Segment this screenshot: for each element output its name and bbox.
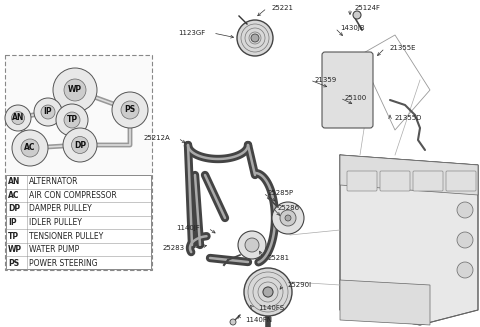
Circle shape bbox=[245, 238, 259, 252]
Text: TENSIONER PULLEY: TENSIONER PULLEY bbox=[29, 232, 103, 241]
Polygon shape bbox=[340, 155, 478, 325]
Text: 25221: 25221 bbox=[272, 5, 294, 11]
Circle shape bbox=[34, 98, 62, 126]
Text: 25283: 25283 bbox=[163, 245, 185, 251]
Circle shape bbox=[56, 104, 88, 136]
Circle shape bbox=[238, 231, 266, 259]
Bar bbox=[6, 175, 151, 269]
Text: TP: TP bbox=[8, 232, 19, 241]
Text: 1140FN: 1140FN bbox=[245, 317, 272, 323]
Circle shape bbox=[64, 112, 80, 128]
Circle shape bbox=[121, 101, 139, 119]
Circle shape bbox=[64, 79, 86, 101]
Circle shape bbox=[263, 287, 273, 297]
Circle shape bbox=[63, 128, 97, 162]
Circle shape bbox=[280, 210, 296, 226]
FancyBboxPatch shape bbox=[347, 171, 377, 191]
Circle shape bbox=[21, 139, 39, 157]
Circle shape bbox=[41, 105, 55, 119]
Circle shape bbox=[112, 92, 148, 128]
Text: 25285P: 25285P bbox=[268, 190, 294, 196]
Text: 25286: 25286 bbox=[278, 205, 300, 211]
Circle shape bbox=[457, 232, 473, 248]
Circle shape bbox=[12, 112, 24, 125]
Text: WATER PUMP: WATER PUMP bbox=[29, 245, 79, 254]
Circle shape bbox=[230, 319, 236, 325]
Polygon shape bbox=[340, 155, 478, 195]
Text: 1430JB: 1430JB bbox=[340, 25, 365, 31]
Circle shape bbox=[12, 130, 48, 166]
FancyBboxPatch shape bbox=[413, 171, 443, 191]
Circle shape bbox=[457, 262, 473, 278]
Circle shape bbox=[5, 105, 31, 131]
Circle shape bbox=[244, 268, 292, 316]
Circle shape bbox=[285, 215, 291, 221]
Text: 21355E: 21355E bbox=[390, 45, 417, 51]
FancyBboxPatch shape bbox=[322, 52, 373, 128]
Text: AN: AN bbox=[12, 113, 24, 123]
FancyBboxPatch shape bbox=[446, 171, 476, 191]
Text: WP: WP bbox=[68, 85, 82, 95]
Text: AIR CON COMPRESSOR: AIR CON COMPRESSOR bbox=[29, 191, 117, 200]
Text: IP: IP bbox=[44, 108, 52, 116]
Text: TP: TP bbox=[66, 115, 78, 125]
Bar bbox=[5, 55, 152, 270]
Text: IDLER PULLEY: IDLER PULLEY bbox=[29, 218, 82, 227]
Text: 25281: 25281 bbox=[268, 255, 290, 261]
Polygon shape bbox=[340, 280, 430, 325]
Text: 21359: 21359 bbox=[315, 77, 337, 83]
Text: PS: PS bbox=[124, 106, 135, 114]
FancyBboxPatch shape bbox=[380, 171, 410, 191]
Circle shape bbox=[251, 34, 259, 42]
Text: 1123GF: 1123GF bbox=[178, 30, 205, 36]
Text: 25100: 25100 bbox=[345, 95, 367, 101]
Text: IP: IP bbox=[8, 218, 17, 227]
Text: WP: WP bbox=[8, 245, 22, 254]
Circle shape bbox=[272, 202, 304, 234]
Text: POWER STEERING: POWER STEERING bbox=[29, 259, 97, 268]
Text: 25212A: 25212A bbox=[143, 135, 170, 141]
Text: AN: AN bbox=[8, 177, 20, 186]
Circle shape bbox=[353, 11, 361, 19]
Text: 25124F: 25124F bbox=[355, 5, 381, 11]
Text: 1140JF: 1140JF bbox=[176, 225, 200, 231]
Circle shape bbox=[237, 20, 273, 56]
Circle shape bbox=[457, 202, 473, 218]
Text: 21355D: 21355D bbox=[395, 115, 422, 121]
Text: AC: AC bbox=[24, 144, 36, 152]
Circle shape bbox=[53, 68, 97, 112]
Text: DP: DP bbox=[74, 141, 86, 149]
Text: DP: DP bbox=[8, 204, 20, 214]
Text: AC: AC bbox=[8, 191, 20, 200]
Circle shape bbox=[72, 136, 88, 153]
Text: 1140FS: 1140FS bbox=[258, 305, 284, 311]
Text: DAMPER PULLEY: DAMPER PULLEY bbox=[29, 204, 92, 214]
Text: 25290I: 25290I bbox=[288, 282, 312, 288]
Text: PS: PS bbox=[8, 259, 19, 268]
Text: ALTERNATOR: ALTERNATOR bbox=[29, 177, 79, 186]
